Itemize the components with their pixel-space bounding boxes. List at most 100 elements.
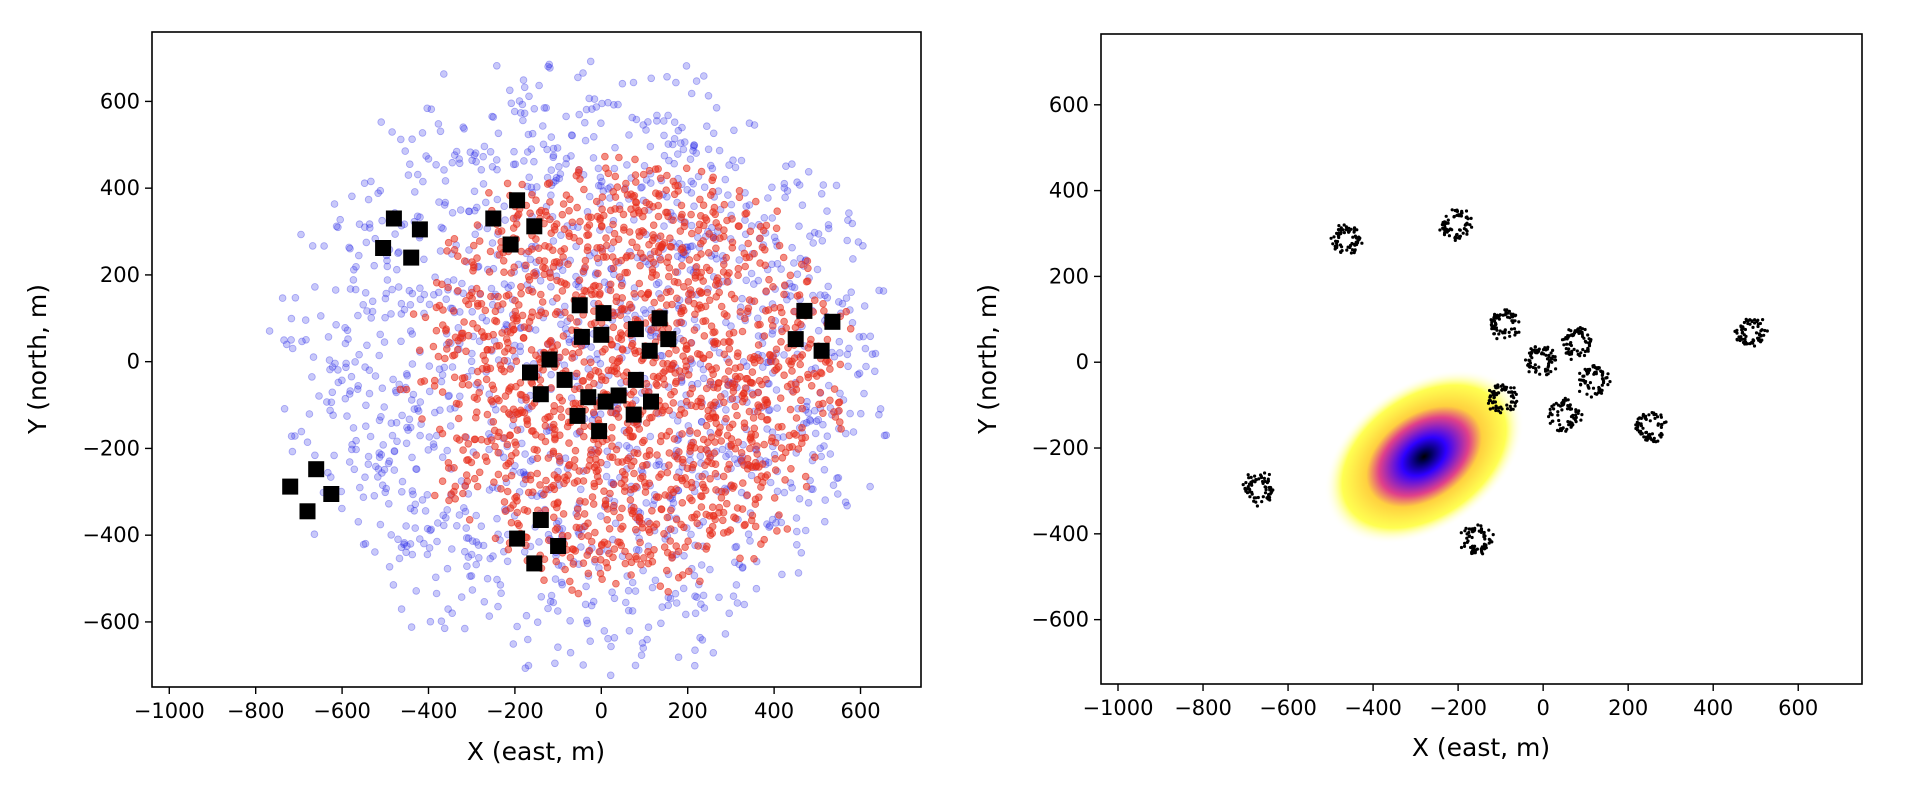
cluster-point	[1568, 342, 1572, 346]
scatter-point	[754, 341, 763, 349]
scatter-point	[343, 412, 351, 420]
cluster-point	[1579, 351, 1583, 355]
scatter-point	[594, 269, 602, 278]
cluster-point	[1743, 342, 1747, 346]
scatter-point	[723, 278, 732, 286]
scatter-point	[638, 212, 647, 221]
scatter-point	[440, 363, 449, 372]
scatter-point	[324, 333, 333, 341]
scatter-point	[524, 247, 533, 256]
scatter-point	[622, 441, 631, 450]
scatter-point	[802, 277, 811, 286]
scatter-point	[650, 523, 658, 531]
right-y-tick-label: 400	[1049, 179, 1089, 203]
cluster-point	[1357, 235, 1361, 239]
scatter-point	[765, 523, 773, 531]
cluster-point	[1337, 224, 1341, 228]
scatter-point	[709, 413, 718, 422]
scatter-point	[772, 345, 781, 354]
scatter-point	[639, 121, 647, 129]
scatter-point	[592, 103, 601, 111]
scatter-point	[724, 191, 732, 199]
cluster-point	[1465, 232, 1469, 236]
scatter-point	[547, 591, 556, 600]
scatter-point	[644, 118, 652, 126]
scatter-point	[823, 432, 832, 441]
cluster-point	[1509, 394, 1513, 398]
scatter-point	[417, 378, 425, 386]
scatter-point	[735, 193, 744, 202]
scatter-point	[721, 175, 730, 184]
scatter-point	[506, 431, 514, 439]
scatter-point	[722, 499, 731, 508]
scatter-point	[384, 459, 393, 468]
cluster-point	[1580, 413, 1584, 417]
scatter-point	[876, 405, 885, 413]
scatter-point	[676, 227, 685, 235]
scatter-point	[440, 624, 449, 633]
scatter-point	[826, 450, 835, 458]
scatter-point	[587, 601, 596, 610]
scatter-point	[770, 233, 779, 242]
cluster-point	[1452, 215, 1456, 219]
scatter-point	[265, 327, 274, 335]
cluster-point	[1600, 383, 1604, 387]
left-x-tick-label: −400	[400, 699, 458, 723]
scatter-point	[608, 588, 616, 596]
scatter-point	[471, 413, 480, 422]
scatter-point	[770, 494, 779, 502]
scatter-point	[397, 543, 406, 552]
scatter-point	[375, 416, 384, 425]
scatter-point	[615, 273, 624, 281]
cluster-point	[1551, 348, 1555, 352]
scatter-point	[402, 548, 410, 557]
scatter-point	[322, 398, 331, 406]
scatter-point	[440, 201, 449, 209]
scatter-point	[678, 455, 687, 464]
scatter-point	[806, 417, 815, 425]
station-marker	[509, 530, 526, 547]
scatter-point	[619, 210, 628, 219]
scatter-point	[810, 406, 819, 415]
scatter-point	[734, 264, 743, 273]
scatter-point	[662, 208, 670, 217]
scatter-point	[398, 411, 406, 420]
scatter-point	[725, 161, 733, 169]
scatter-point	[637, 184, 645, 192]
station-marker	[651, 310, 668, 327]
scatter-point	[741, 216, 749, 224]
scatter-point	[687, 89, 696, 98]
scatter-point	[664, 272, 673, 281]
scatter-point	[523, 148, 532, 156]
scatter-point	[810, 296, 819, 305]
scatter-point	[524, 324, 533, 333]
scatter-point	[690, 141, 699, 150]
scatter-point	[488, 112, 496, 121]
scatter-point	[679, 306, 688, 315]
scatter-point	[462, 471, 471, 479]
right-y-tick-label: 200	[1049, 264, 1089, 288]
scatter-point	[507, 451, 516, 460]
cluster-point	[1331, 242, 1335, 246]
scatter-point	[650, 247, 659, 256]
scatter-point	[666, 525, 675, 533]
scatter-point	[485, 445, 493, 454]
scatter-point	[549, 598, 558, 607]
scatter-point	[355, 483, 364, 492]
scatter-point	[815, 400, 823, 409]
scatter-point	[671, 589, 680, 598]
cluster-point	[1349, 251, 1353, 255]
scatter-point	[667, 390, 675, 399]
cluster-point	[1249, 481, 1253, 486]
scatter-point	[780, 488, 789, 497]
scatter-point	[601, 345, 609, 354]
scatter-point	[777, 518, 786, 527]
scatter-point	[347, 445, 356, 454]
scatter-point	[504, 545, 513, 554]
scatter-point	[802, 418, 811, 427]
cluster-point	[1566, 398, 1570, 402]
scatter-point	[459, 123, 468, 131]
scatter-point	[734, 271, 742, 280]
scatter-point	[504, 387, 513, 395]
scatter-point	[819, 420, 827, 429]
